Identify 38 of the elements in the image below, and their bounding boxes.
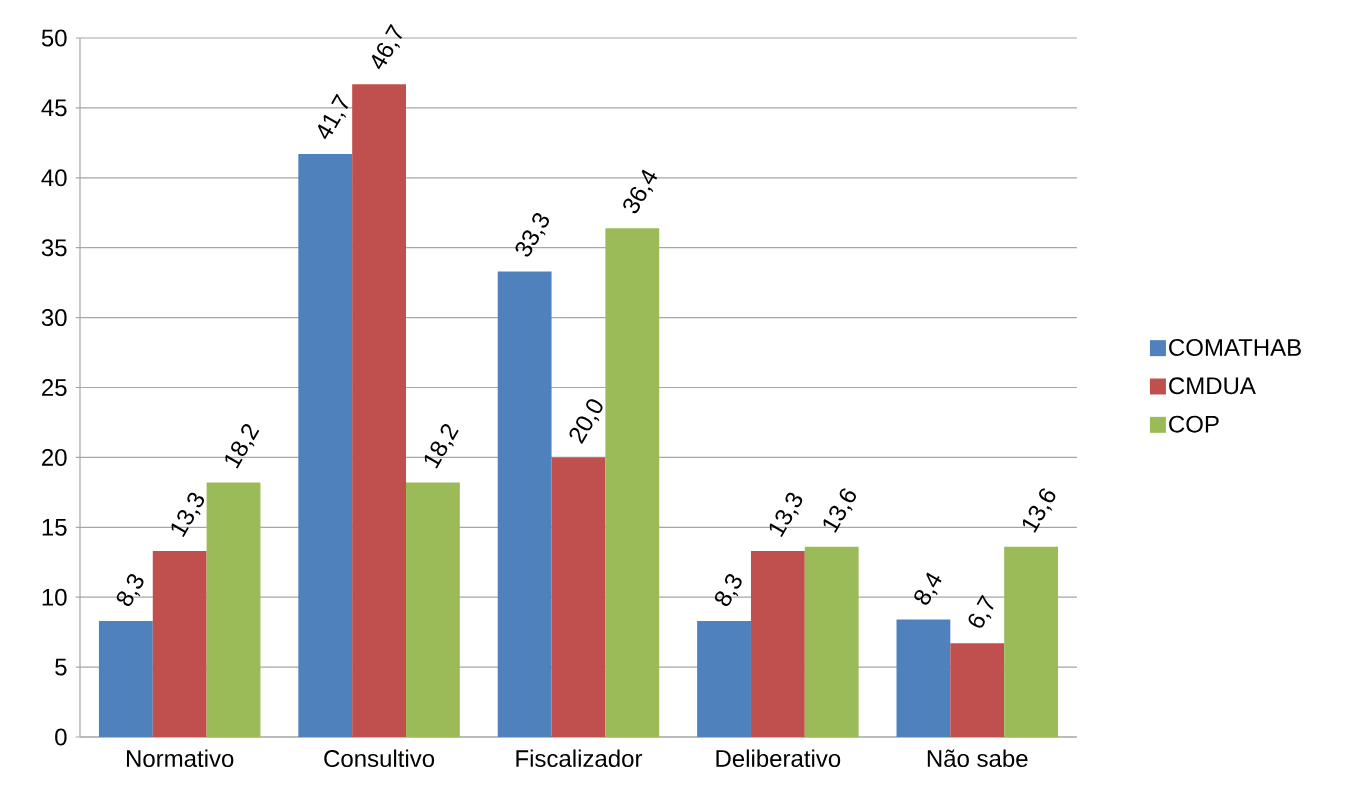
y-tick-label: 10 bbox=[42, 588, 67, 606]
x-tick-label: Não sabe bbox=[927, 749, 1028, 768]
bar bbox=[896, 619, 951, 737]
bar bbox=[152, 551, 207, 737]
x-tick-label: Consultivo bbox=[324, 749, 435, 768]
y-tick-label: 35 bbox=[41, 239, 67, 257]
y-tick-label: 20 bbox=[42, 448, 67, 466]
bar bbox=[406, 482, 460, 737]
y-tick-label: 0 bbox=[55, 728, 67, 746]
data-label: 8,3 bbox=[116, 574, 144, 607]
x-tick-label: Normativo bbox=[126, 749, 234, 768]
bar bbox=[206, 482, 261, 737]
legend-label: COMATHAB bbox=[1169, 338, 1301, 356]
bar bbox=[551, 457, 606, 737]
bar bbox=[605, 228, 660, 737]
bar bbox=[497, 271, 552, 737]
bar bbox=[950, 643, 1005, 737]
data-label: 8,4 bbox=[914, 572, 942, 605]
x-tick-label: Fiscalizador bbox=[516, 749, 643, 768]
bar bbox=[750, 551, 805, 737]
data-label: 8,3 bbox=[714, 574, 742, 607]
legend-label: COP bbox=[1169, 415, 1219, 433]
legend-label: CMDUA bbox=[1169, 377, 1256, 395]
y-tick-label: 45 bbox=[41, 99, 67, 117]
y-tick-label: 50 bbox=[41, 29, 67, 47]
bar bbox=[804, 546, 859, 737]
bar bbox=[697, 620, 751, 737]
y-tick-label: 40 bbox=[41, 169, 67, 187]
y-tick-label: 15 bbox=[42, 518, 67, 536]
bar bbox=[298, 154, 353, 737]
y-tick-label: 30 bbox=[41, 309, 67, 327]
x-tick-label: Deliberativo bbox=[716, 749, 841, 768]
bar bbox=[98, 620, 153, 737]
data-label: 6,7 bbox=[968, 594, 994, 628]
y-tick-label: 5 bbox=[55, 658, 67, 676]
y-tick-label: 25 bbox=[42, 379, 67, 396]
bar bbox=[1004, 546, 1058, 737]
bar bbox=[352, 84, 406, 737]
